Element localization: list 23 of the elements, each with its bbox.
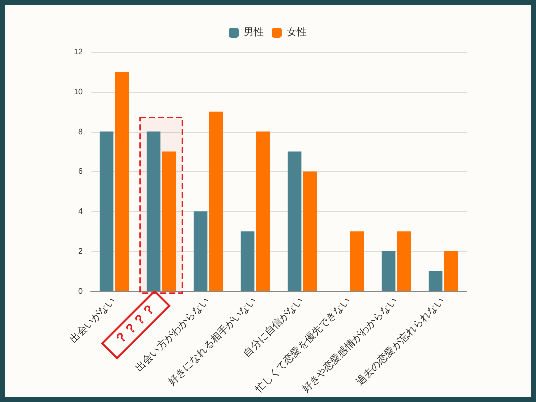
y-tick-label: 4 [78, 207, 84, 216]
bar [382, 252, 396, 292]
bar [240, 232, 255, 292]
bar [397, 232, 412, 292]
bar [100, 132, 114, 292]
y-tick-label: 6 [78, 167, 84, 176]
x-tick-label: 出会いがない [67, 294, 118, 346]
y-tick-label: 8 [78, 127, 84, 136]
y-tick-label: 10 [74, 87, 84, 96]
bar [115, 72, 130, 292]
legend-label: 男性 [244, 26, 264, 38]
legend-label: 女性 [287, 26, 307, 38]
bar [444, 252, 458, 292]
bar [288, 152, 302, 292]
y-tick-label: 0 [78, 286, 84, 296]
bar [303, 172, 318, 292]
bar [428, 271, 443, 292]
bar [256, 132, 270, 292]
bar [194, 212, 208, 292]
bar [350, 232, 364, 292]
y-tick-label: 2 [78, 247, 84, 256]
bar [209, 112, 224, 292]
y-tick-label: 12 [74, 48, 84, 56]
